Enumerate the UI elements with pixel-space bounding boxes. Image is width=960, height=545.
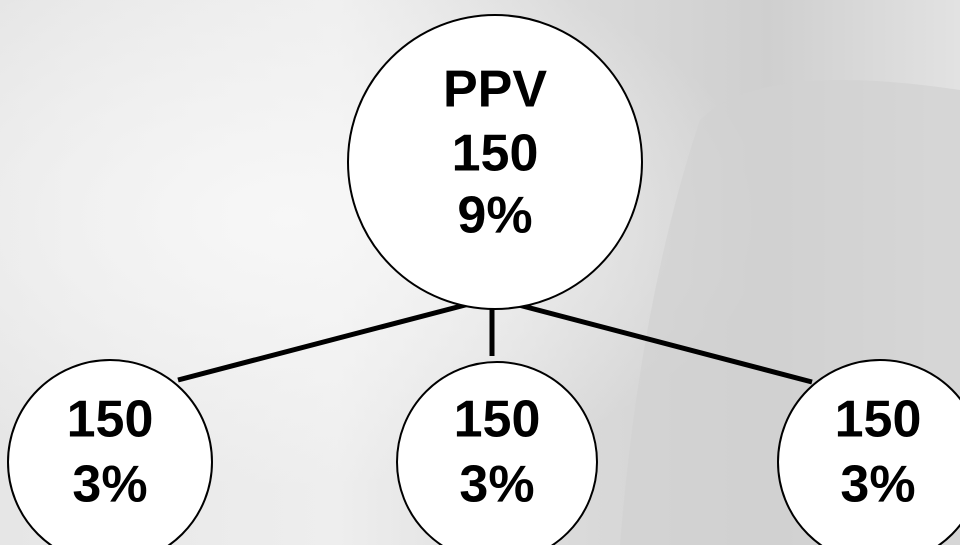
node-circle xyxy=(396,361,598,545)
node-circle xyxy=(347,14,643,310)
edge xyxy=(491,295,813,385)
node-circle xyxy=(777,359,960,545)
node-percent: 9% xyxy=(457,187,532,245)
root-node: PPV 150 9% xyxy=(347,14,643,310)
node-value: 150 xyxy=(452,125,539,183)
child-node: 150 3% xyxy=(7,359,213,545)
node-value: 150 xyxy=(67,391,154,449)
child-node: 150 3% xyxy=(777,359,960,545)
node-value: 150 xyxy=(454,391,541,449)
node-label: PPV xyxy=(443,61,547,119)
node-value: 150 xyxy=(835,391,922,449)
edge xyxy=(177,295,493,383)
node-percent: 3% xyxy=(72,456,147,514)
child-node: 150 3% xyxy=(396,361,598,545)
node-circle xyxy=(7,359,213,545)
node-percent: 3% xyxy=(459,456,534,514)
node-percent: 3% xyxy=(840,456,915,514)
